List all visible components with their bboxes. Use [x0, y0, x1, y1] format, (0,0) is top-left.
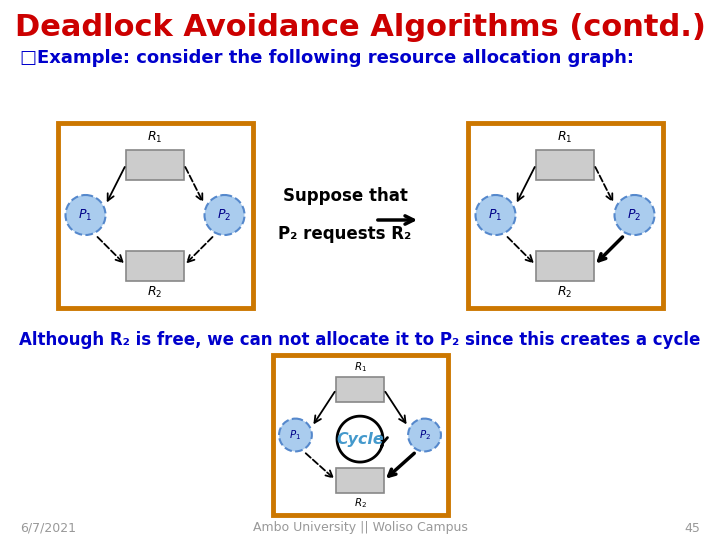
- Text: $P_1$: $P_1$: [78, 207, 93, 222]
- Text: P₂ requests R₂: P₂ requests R₂: [279, 225, 412, 243]
- FancyBboxPatch shape: [336, 468, 384, 493]
- Text: □Example: consider the following resource allocation graph:: □Example: consider the following resourc…: [20, 49, 634, 67]
- Circle shape: [475, 195, 516, 235]
- FancyBboxPatch shape: [467, 123, 662, 307]
- Text: Although R₂ is free, we can not allocate it to P₂ since this creates a cycle: Although R₂ is free, we can not allocate…: [19, 331, 701, 349]
- FancyBboxPatch shape: [536, 251, 594, 280]
- FancyBboxPatch shape: [126, 251, 184, 280]
- Text: 45: 45: [684, 522, 700, 535]
- Circle shape: [204, 195, 245, 235]
- Text: $R_1$: $R_1$: [557, 130, 572, 145]
- Text: $R_2$: $R_2$: [354, 496, 366, 510]
- Text: 6/7/2021: 6/7/2021: [20, 522, 76, 535]
- Text: Ambo University || Woliso Campus: Ambo University || Woliso Campus: [253, 522, 467, 535]
- Circle shape: [279, 418, 312, 451]
- Text: Cycle: Cycle: [336, 431, 384, 447]
- FancyBboxPatch shape: [336, 377, 384, 402]
- Circle shape: [66, 195, 106, 235]
- Text: $P_2$: $P_2$: [418, 428, 431, 442]
- Text: $P_2$: $P_2$: [217, 207, 232, 222]
- Text: $R_1$: $R_1$: [354, 360, 366, 374]
- Text: $R_1$: $R_1$: [148, 130, 163, 145]
- Text: $P_1$: $P_1$: [289, 428, 302, 442]
- Text: $P_1$: $P_1$: [488, 207, 503, 222]
- Text: $P_2$: $P_2$: [627, 207, 642, 222]
- Text: Suppose that: Suppose that: [282, 187, 408, 205]
- Text: $R_2$: $R_2$: [557, 285, 572, 300]
- Circle shape: [614, 195, 654, 235]
- FancyBboxPatch shape: [58, 123, 253, 307]
- FancyBboxPatch shape: [536, 150, 594, 179]
- Text: Deadlock Avoidance Algorithms (contd.): Deadlock Avoidance Algorithms (contd.): [14, 14, 706, 43]
- Text: $R_2$: $R_2$: [148, 285, 163, 300]
- Circle shape: [408, 418, 441, 451]
- FancyBboxPatch shape: [126, 150, 184, 179]
- FancyBboxPatch shape: [272, 355, 448, 515]
